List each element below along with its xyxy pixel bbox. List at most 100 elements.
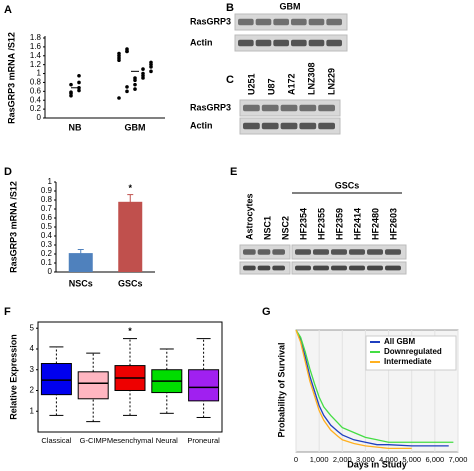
dot: [149, 65, 153, 69]
y-tick-label: 1.6: [30, 42, 42, 51]
blot-band: [243, 104, 260, 112]
x-tick-label: GBM: [125, 122, 146, 132]
dot: [69, 82, 73, 87]
y-tick-label: 0.7: [41, 204, 53, 213]
dot: [149, 69, 153, 74]
panel-label: D: [4, 166, 12, 178]
blot-band: [255, 18, 272, 26]
blot-band: [273, 39, 289, 47]
dot: [133, 78, 137, 83]
blot-band: [318, 104, 335, 112]
blot-band: [243, 122, 260, 130]
x-tick-label: 6,000: [425, 455, 444, 464]
y-tick-label: 0.6: [41, 213, 53, 222]
panel-label: A: [4, 4, 12, 16]
blot-band: [261, 122, 279, 130]
y-tick-label: 0.1: [41, 258, 53, 267]
panel-label: B: [226, 2, 234, 14]
blot-band: [295, 249, 311, 255]
bar: [118, 201, 143, 272]
blot-band: [273, 18, 289, 26]
blot-band: [331, 265, 347, 271]
blot-band: [272, 265, 285, 271]
blot-band: [255, 39, 272, 47]
blot-band: [291, 39, 307, 47]
dot: [125, 85, 129, 89]
x-tick-label: 5,000: [402, 455, 421, 464]
y-tick-label: 0.9: [41, 186, 53, 195]
y-axis-label: Probability of Survival: [276, 342, 286, 437]
blot-band: [331, 249, 347, 255]
plot-frame: [37, 321, 223, 433]
panel-label: F: [4, 306, 11, 318]
blot-band: [295, 265, 311, 271]
blot-band: [326, 18, 342, 26]
x-tick-label: 3,000: [356, 455, 375, 464]
lane-label: LN229: [326, 68, 336, 95]
row-label: RasGRP3: [190, 102, 231, 112]
lane-label: HF2355: [316, 208, 326, 240]
blot-band: [299, 122, 317, 130]
x-tick-label: 2,000: [333, 455, 352, 464]
blot-band: [313, 249, 329, 255]
survival-curve: [295, 329, 454, 443]
y-axis-label: RasGRP3 mRNA /S12: [8, 181, 18, 273]
y-tick-label: 0: [48, 267, 53, 276]
panel-label: E: [230, 166, 237, 178]
x-tick-label: GSCs: [118, 278, 143, 288]
box: [77, 371, 109, 400]
row-label: Actin: [190, 120, 213, 130]
lane-label: HF2480: [370, 208, 380, 240]
x-tick-label: Mesenchymal: [107, 436, 154, 445]
dot: [77, 73, 81, 78]
y-tick-label: 0.6: [30, 86, 42, 95]
x-tick-label: 1,000: [310, 455, 329, 464]
dot: [125, 49, 129, 54]
blot-band: [308, 39, 325, 47]
y-tick-label: 4: [30, 344, 35, 353]
lane-label: HF2603: [388, 208, 398, 240]
blot-band: [243, 265, 256, 271]
y-tick-label: 1: [37, 69, 42, 78]
y-tick-label: 0.4: [30, 95, 42, 104]
blot-band: [261, 104, 279, 112]
dot: [117, 96, 121, 100]
blot-band: [272, 249, 285, 255]
x-tick-label: Proneural: [187, 436, 220, 445]
blot-band: [243, 249, 256, 255]
blot-band: [349, 265, 365, 271]
y-tick-label: 0.2: [30, 104, 42, 113]
blot-band: [367, 265, 383, 271]
y-axis-label: Relative Expression: [8, 334, 18, 420]
y-tick-label: 0.2: [41, 249, 53, 258]
x-tick-label: NSCs: [69, 278, 93, 288]
blot-band: [385, 249, 401, 255]
dot: [77, 80, 81, 85]
y-tick-label: 5: [30, 323, 35, 332]
dot: [133, 82, 137, 87]
lane-label: A172: [286, 73, 296, 95]
legend-label: Intermediate: [384, 357, 432, 366]
y-tick-label: 0.5: [41, 222, 53, 231]
survival-curve: [295, 329, 449, 447]
row-label: RasGRP3: [190, 16, 231, 26]
y-tick-label: 3: [30, 365, 35, 374]
dot: [69, 90, 73, 95]
lane-label: HF2414: [352, 208, 362, 240]
blot-band: [318, 122, 335, 130]
blot-band: [291, 18, 307, 26]
x-axis-label: Days in Study: [347, 459, 407, 469]
blot-band: [313, 265, 329, 271]
blot-band: [280, 104, 298, 112]
y-tick-label: 1.2: [30, 60, 42, 69]
lane-label: Astrocytes: [244, 193, 254, 240]
y-tick-label: 1.4: [30, 51, 42, 60]
blot-band: [280, 122, 298, 130]
x-tick-label: 4,000: [379, 455, 398, 464]
panel-label: C: [226, 74, 234, 86]
blot-band: [299, 104, 317, 112]
blot-band: [367, 249, 383, 255]
x-tick-label: NB: [69, 122, 82, 132]
blot-band: [349, 249, 365, 255]
